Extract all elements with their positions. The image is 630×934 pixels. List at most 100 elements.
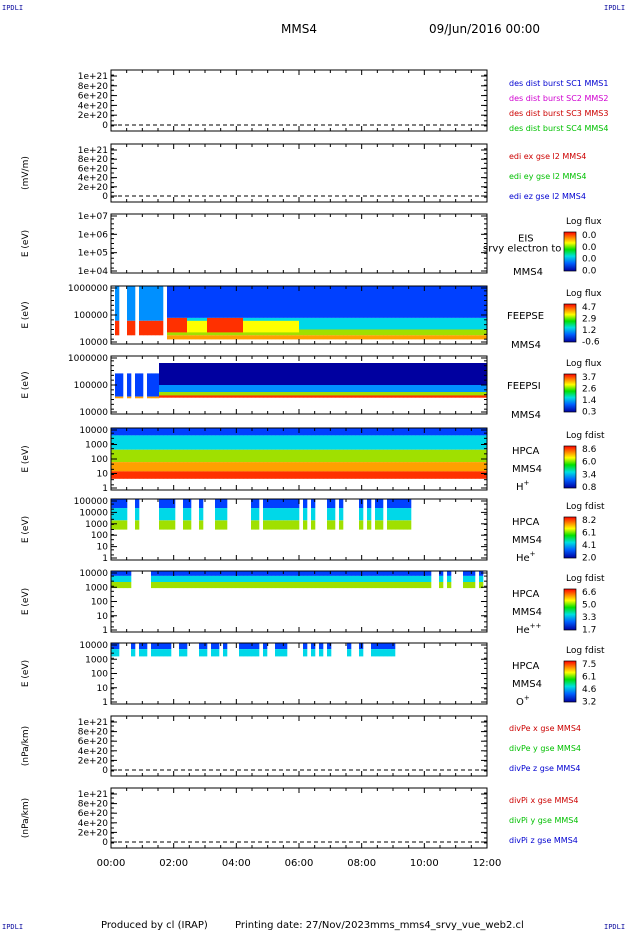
spectrogram-cell xyxy=(243,462,248,472)
spectrogram-cell xyxy=(259,385,264,392)
spectrogram-cell xyxy=(455,462,460,472)
spectrogram-cell xyxy=(295,499,300,509)
spectrogram-cell xyxy=(255,649,260,657)
spectrogram-cell xyxy=(163,582,168,589)
colorbar xyxy=(563,660,577,703)
spectrogram-cell xyxy=(191,335,196,340)
spectrogram-cell xyxy=(391,649,396,657)
spectrogram-cell xyxy=(415,317,420,330)
spectrogram-cell xyxy=(311,385,316,392)
spectrogram-cell xyxy=(243,385,248,392)
spectrogram-cell xyxy=(407,462,412,472)
spectrogram-cell xyxy=(191,571,196,576)
spectrogram-cell xyxy=(303,435,308,450)
spectrogram-cell xyxy=(399,462,404,472)
spectrogram-cell xyxy=(427,449,432,463)
corner-label-bottom-left: IPDLI xyxy=(2,923,24,931)
spectrogram-cell xyxy=(439,471,444,479)
spectrogram-cell xyxy=(459,329,464,336)
spectrogram-cell xyxy=(131,649,136,657)
spectrogram-cell xyxy=(427,571,432,576)
spectrogram-cell xyxy=(439,363,444,385)
panel-hpca-h xyxy=(110,427,577,491)
colorbar xyxy=(563,303,577,343)
spectrogram-cell xyxy=(439,435,444,450)
spectrogram-cell xyxy=(323,335,328,340)
y-axis-label: E (eV) xyxy=(21,230,31,257)
spectrogram-cell xyxy=(335,462,340,472)
legend-entry: edi ey gse l2 MMS4 xyxy=(509,172,587,181)
spectrogram-cell xyxy=(471,329,476,336)
spectrogram-cell xyxy=(319,575,324,582)
spectrogram-cell xyxy=(475,471,480,479)
spectrogram-cell xyxy=(379,428,384,436)
spectrogram-cell xyxy=(167,508,172,521)
spectrogram-cell xyxy=(419,575,424,582)
spectrogram-cell xyxy=(271,428,276,436)
spectrogram-cell xyxy=(219,471,224,479)
spectrogram-cell xyxy=(239,395,244,398)
spectrogram-cell xyxy=(223,462,228,472)
spectrogram-cell xyxy=(323,449,328,463)
spectrogram-cell xyxy=(379,395,384,398)
species-label: O+ xyxy=(516,694,530,708)
spectrogram-cell xyxy=(431,335,436,340)
spectrogram-cell xyxy=(287,462,292,472)
spectrogram-cell xyxy=(219,462,224,472)
spectrogram-cell xyxy=(119,575,124,582)
spectrogram-cell xyxy=(291,392,296,396)
spectrogram-cell xyxy=(167,449,172,463)
spectrogram-cell xyxy=(427,392,432,396)
spectrogram-cell xyxy=(247,335,252,340)
spectrogram-cell xyxy=(431,395,436,398)
spectrogram-cell xyxy=(179,575,184,582)
spectrogram-cell xyxy=(399,499,404,509)
spectrogram-cell xyxy=(463,582,468,589)
spectrogram-cell xyxy=(367,385,372,392)
colorbar-title: Log flux xyxy=(566,289,602,299)
spectrogram-cell xyxy=(475,462,480,472)
instrument-label: HPCA xyxy=(512,661,540,672)
spectrogram-cell xyxy=(191,435,196,450)
spectrogram-cell xyxy=(343,385,348,392)
spectrogram-cell xyxy=(379,286,384,318)
colorbar-tick-label: -0.6 xyxy=(582,338,600,348)
spectrogram-cell xyxy=(271,392,276,396)
spectrogram-cell xyxy=(147,286,152,321)
spectrogram-cell xyxy=(467,335,472,340)
spectrogram-cell xyxy=(383,329,388,336)
spectrogram-cell xyxy=(419,582,424,589)
species-charge: + xyxy=(530,550,536,558)
spectrogram-cell xyxy=(359,499,364,509)
y-tick-label: 0 xyxy=(102,838,108,848)
spectrogram-cell xyxy=(307,392,312,396)
spectrogram-cell xyxy=(167,392,172,396)
spectrogram-cell xyxy=(183,392,188,396)
spectrogram-cell xyxy=(355,335,360,340)
spectrogram-cell xyxy=(351,428,356,436)
spectrogram-cell xyxy=(123,449,128,463)
spectrogram-cell xyxy=(259,571,264,576)
x-tick-label: 10:00 xyxy=(410,858,439,869)
spectrogram-cell xyxy=(235,575,240,582)
spectrogram-cell xyxy=(475,395,480,398)
spectrogram-cell xyxy=(311,582,316,589)
spectrogram-cell xyxy=(383,395,388,398)
spectrogram-cell xyxy=(279,649,284,657)
spectrogram-cell xyxy=(215,449,220,463)
spectrogram-cell xyxy=(391,395,396,398)
spectrogram-cell xyxy=(163,520,168,530)
spectrogram-cell xyxy=(147,373,152,397)
spectrogram-cell xyxy=(391,435,396,450)
spectrogram-cell xyxy=(227,363,232,385)
spectrogram-cell xyxy=(247,643,252,650)
colorbar xyxy=(563,516,577,559)
spectrogram-cell xyxy=(391,462,396,472)
spectrogram-cell xyxy=(179,392,184,396)
spectrogram-cell xyxy=(407,317,412,330)
spectrogram-cell xyxy=(483,471,488,479)
spectrogram-cell xyxy=(183,385,188,392)
x-tick-label: 06:00 xyxy=(285,858,314,869)
spectrogram-cell xyxy=(463,395,468,398)
spectrogram-cell xyxy=(423,471,428,479)
